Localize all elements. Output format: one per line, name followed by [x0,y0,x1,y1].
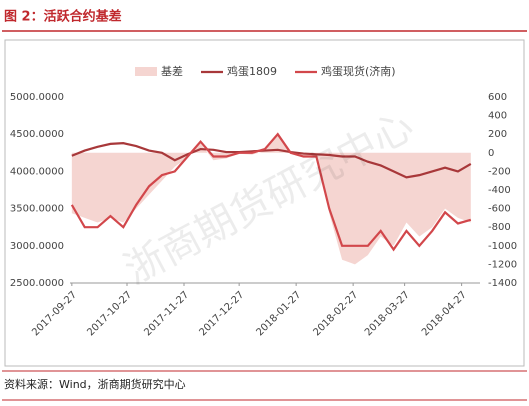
y2-tick-label: 600 [488,92,507,103]
x-tick-label: 2017-12-27 [198,289,247,338]
y-tick-label: 4500.0000 [10,129,64,140]
y2-tick-label: 0 [488,148,494,159]
y2-tick-label: -600 [488,204,511,215]
y2-tick-label: -1200 [488,259,517,270]
y2-tick-label: -1400 [488,278,517,289]
y2-tick-label: -800 [488,222,511,233]
y-tick-label: 3500.0000 [10,204,64,215]
x-tick-label: 2017-10-27 [85,289,134,338]
legend-label: 鸡蛋现货(济南) [321,64,396,78]
y2-tick-label: -1000 [488,241,517,252]
x-tick-label: 2018-02-27 [312,289,361,338]
y2-tick-label: -400 [488,185,511,196]
source: 资料来源：Wind，浙商期货研究中心 [4,377,186,391]
figure-title: 图 2：活跃合约基差 [4,9,122,25]
x-tick-label: 2018-01-27 [255,289,304,338]
chart-frame [4,39,525,367]
y2-tick-label: -200 [488,166,511,177]
y2-tick-label: 200 [488,129,507,140]
x-tick-label: 2017-11-27 [142,289,191,338]
legend-label: 基差 [161,64,183,78]
x-tick-label: 2018-03-27 [363,289,412,338]
line [70,132,472,252]
y-tick-label: 4000.0000 [10,166,64,177]
area [71,134,471,265]
line [71,142,472,179]
x-tick-label: 2017-09-27 [30,289,79,338]
y-tick-label: 5000.0000 [10,92,64,103]
y-tick-label: 2500.0000 [10,278,64,289]
legend-swatch [135,67,157,76]
y-tick-label: 3000.0000 [10,241,64,252]
x-tick-label: 2018-04-27 [420,289,469,338]
legend-label: 鸡蛋1809 [227,64,277,78]
y2-tick-label: 400 [488,111,507,122]
